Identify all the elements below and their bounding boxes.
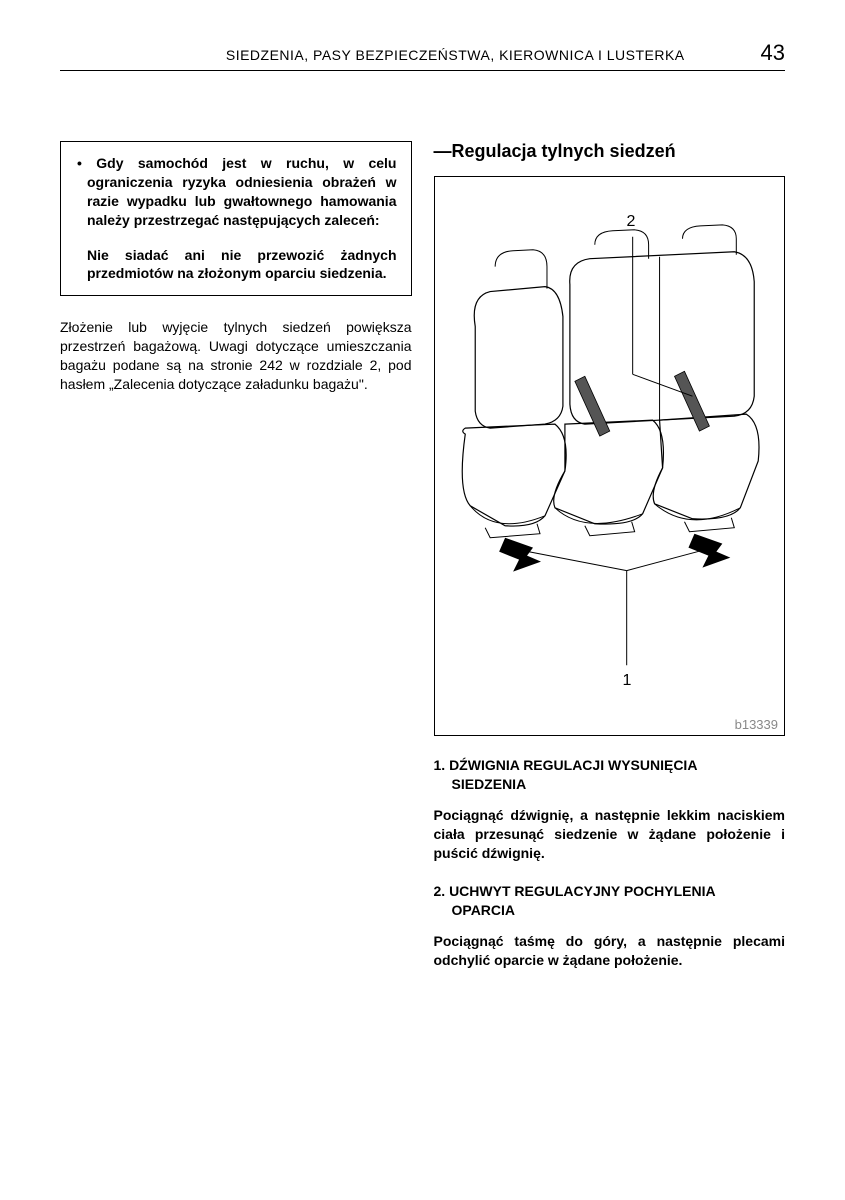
step2-heading-line2: OPARCIA [434, 901, 786, 920]
step1-body: Pociągnąć dźwignię, a następnie lekkim n… [434, 806, 786, 863]
content-columns: • Gdy samochód jest w ruchu, w celu ogra… [60, 141, 785, 990]
right-column: —Regulacja tylnych siedzeń [434, 141, 786, 990]
warning-sub-text: Nie siadać ani nie przewozić żadnych prz… [75, 246, 397, 284]
page-number: 43 [761, 40, 785, 66]
step1-heading-line1: 1. DŹWIGNIA REGULACJI WYSUNIĘCIA [434, 757, 698, 773]
step1-heading-line2: SIEDZENIA [434, 775, 786, 794]
page-header: SIEDZENIA, PASY BEZPIECZEŃSTWA, KIEROWNI… [60, 40, 785, 71]
seat-diagram [435, 177, 785, 735]
figure-callout-2: 2 [627, 213, 636, 231]
figure-id: b13339 [735, 717, 778, 732]
figure-frame: 2 1 b13339 [434, 176, 786, 736]
step2-body: Pociągnąć taśmę do góry, a następnie ple… [434, 932, 786, 970]
left-column: • Gdy samochód jest w ruchu, w celu ogra… [60, 141, 412, 990]
body-paragraph: Złożenie lub wyjęcie tylnych siedzeń pow… [60, 318, 412, 394]
step2-heading: 2. UCHWYT REGULACYJNY POCHYLENIA OPARCIA [434, 882, 786, 920]
header-title: SIEDZENIA, PASY BEZPIECZEŃSTWA, KIEROWNI… [60, 47, 761, 63]
step1-heading: 1. DŹWIGNIA REGULACJI WYSUNIĘCIA SIEDZEN… [434, 756, 786, 794]
warning-bullet-text: • Gdy samochód jest w ruchu, w celu ogra… [75, 154, 397, 230]
section-title: —Regulacja tylnych siedzeń [434, 141, 786, 162]
warning-box: • Gdy samochód jest w ruchu, w celu ogra… [60, 141, 412, 296]
figure-callout-1: 1 [623, 672, 632, 690]
step2-heading-line1: 2. UCHWYT REGULACYJNY POCHYLENIA [434, 883, 716, 899]
